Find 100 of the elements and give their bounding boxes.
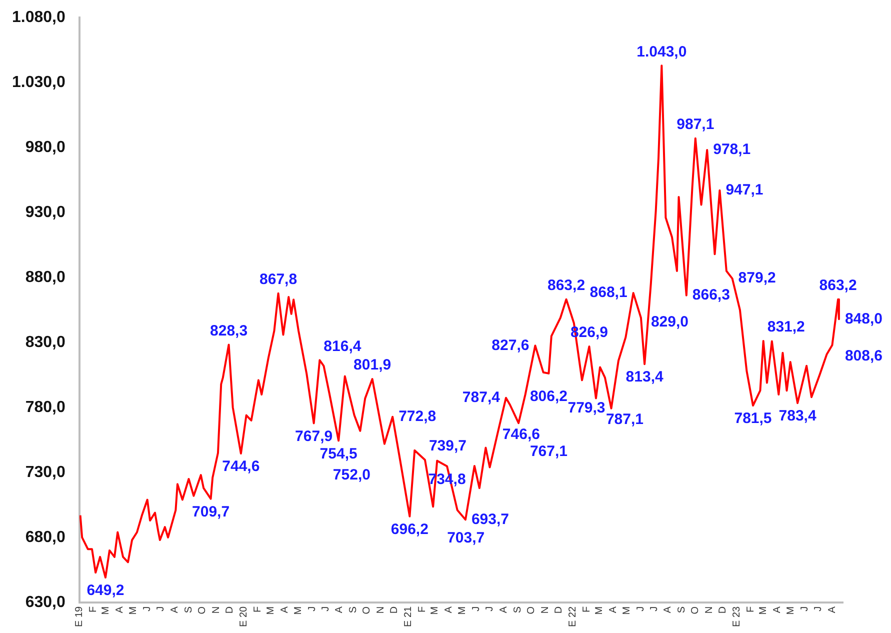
x-tick-label: M xyxy=(265,606,276,615)
x-tick-label: M xyxy=(786,606,797,615)
x-tick-label: S xyxy=(183,606,194,614)
x-tick-label: A xyxy=(772,606,784,614)
y-tick-label: 980,0 xyxy=(25,138,66,156)
annotation: 754,5 xyxy=(320,445,358,462)
x-tick-label: F xyxy=(252,606,264,613)
annotation: 827,6 xyxy=(492,336,530,354)
x-tick-label: F xyxy=(88,606,100,613)
x-tick-label: A xyxy=(114,606,126,614)
x-tick-label: E 19 xyxy=(74,606,86,628)
x-tick-label: E 21 xyxy=(403,606,414,628)
x-tick-label: M xyxy=(594,606,605,615)
annotation: 947,1 xyxy=(726,181,764,198)
annotation: 772,8 xyxy=(398,408,436,425)
x-tick-label: E 23 xyxy=(732,606,743,628)
annotation: 752,0 xyxy=(332,466,370,484)
annotation: 879,2 xyxy=(738,270,776,287)
x-tick-label: A xyxy=(498,606,510,614)
annotation: 779,3 xyxy=(568,400,606,417)
x-tick-label: M xyxy=(621,606,632,615)
x-tick-label: D xyxy=(224,606,236,614)
y-tick-label: 930,0 xyxy=(25,204,66,221)
annotation: 649,2 xyxy=(86,582,124,600)
annotation: 829,0 xyxy=(650,313,689,330)
x-tick-label: J xyxy=(306,606,318,612)
x-tick-label: S xyxy=(676,606,688,614)
annotation: 813,4 xyxy=(626,368,664,386)
annotation: 787,1 xyxy=(606,410,644,428)
x-tick-label: F xyxy=(581,606,592,613)
y-tick-label: 780,0 xyxy=(25,398,66,416)
x-tick-label: J xyxy=(484,606,496,612)
x-tick-label: O xyxy=(690,606,702,614)
annotation: 746,6 xyxy=(502,426,540,444)
annotation: 1.043,0 xyxy=(636,43,687,60)
y-tick-label: 680,0 xyxy=(25,528,66,546)
x-tick-label: J xyxy=(648,606,660,612)
annotation: 767,9 xyxy=(295,428,333,445)
annotation: 781,5 xyxy=(734,410,772,428)
annotation: 978,1 xyxy=(713,141,751,158)
x-tick-label: S xyxy=(512,606,524,614)
x-tick-label: A xyxy=(170,606,181,614)
annotation: 693,7 xyxy=(471,510,510,528)
x-tick-label: N xyxy=(376,606,387,614)
x-tick-label: A xyxy=(444,606,455,614)
x-tick-label: J xyxy=(142,606,154,612)
x-tick-label: O xyxy=(526,606,537,614)
x-tick-label: J xyxy=(156,606,167,612)
annotation: 806,2 xyxy=(530,388,568,406)
x-tick-label: F xyxy=(746,606,757,613)
annotation: 767,1 xyxy=(530,443,568,460)
annotation: 987,1 xyxy=(676,116,714,133)
x-tick-label: O xyxy=(196,606,208,614)
annotation: 868,1 xyxy=(590,284,628,302)
x-tick-label: J xyxy=(320,606,332,612)
y-tick-label: 830,0 xyxy=(25,334,66,351)
x-tick-label: M xyxy=(758,606,770,615)
y-tick-label: 880,0 xyxy=(25,268,66,286)
x-tick-label: D xyxy=(389,606,400,614)
x-tick-label: J xyxy=(800,606,810,612)
x-tick-label: E 22 xyxy=(567,606,578,628)
annotation: 703,7 xyxy=(447,529,485,546)
annotation: 831,2 xyxy=(767,318,805,336)
annotation: 787,4 xyxy=(462,389,501,406)
annotation: 744,6 xyxy=(222,458,260,476)
x-tick-label: M xyxy=(430,606,441,615)
x-tick-label: E 20 xyxy=(238,606,250,628)
x-tick-label: F xyxy=(417,606,428,613)
x-tick-label: A xyxy=(826,606,838,614)
x-tick-label: J xyxy=(635,606,646,612)
x-tick-label: A xyxy=(334,606,346,614)
annotation: 783,4 xyxy=(778,408,817,425)
annotation: 709,7 xyxy=(192,503,230,520)
x-tick-label: S xyxy=(348,606,360,614)
annotation: 863,2 xyxy=(547,277,586,294)
x-tick-label: M xyxy=(128,606,140,615)
annotation: 696,2 xyxy=(390,521,428,538)
x-tick-label: O xyxy=(362,606,373,614)
text: 808,6 xyxy=(844,347,882,364)
x-tick-label: M xyxy=(457,606,468,615)
x-tick-label: J xyxy=(813,606,824,612)
x-tick-label: D xyxy=(718,606,729,614)
y-tick-label: 630,0 xyxy=(25,594,66,611)
annotation: 866,3 xyxy=(692,286,730,304)
x-tick-label: M xyxy=(100,606,112,615)
annotation: 739,7 xyxy=(428,438,467,454)
x-tick-label: A xyxy=(279,606,290,614)
x-tick-label: A xyxy=(662,606,674,614)
annotation: 828,3 xyxy=(210,322,248,340)
y-tick-label: 1.080,0 xyxy=(12,9,66,26)
annotation: 863,2 xyxy=(819,277,857,294)
y-tick-label: 1.030,0 xyxy=(12,74,66,91)
x-tick-label: J xyxy=(471,606,482,612)
annotation: 848,0 xyxy=(844,310,882,328)
x-tick-label: N xyxy=(704,606,716,614)
annotation: 801,9 xyxy=(354,356,392,374)
x-tick-label: N xyxy=(210,606,222,614)
x-tick-label: N xyxy=(540,606,551,614)
annotation: 867,8 xyxy=(260,271,298,288)
x-tick-label: A xyxy=(608,606,619,614)
